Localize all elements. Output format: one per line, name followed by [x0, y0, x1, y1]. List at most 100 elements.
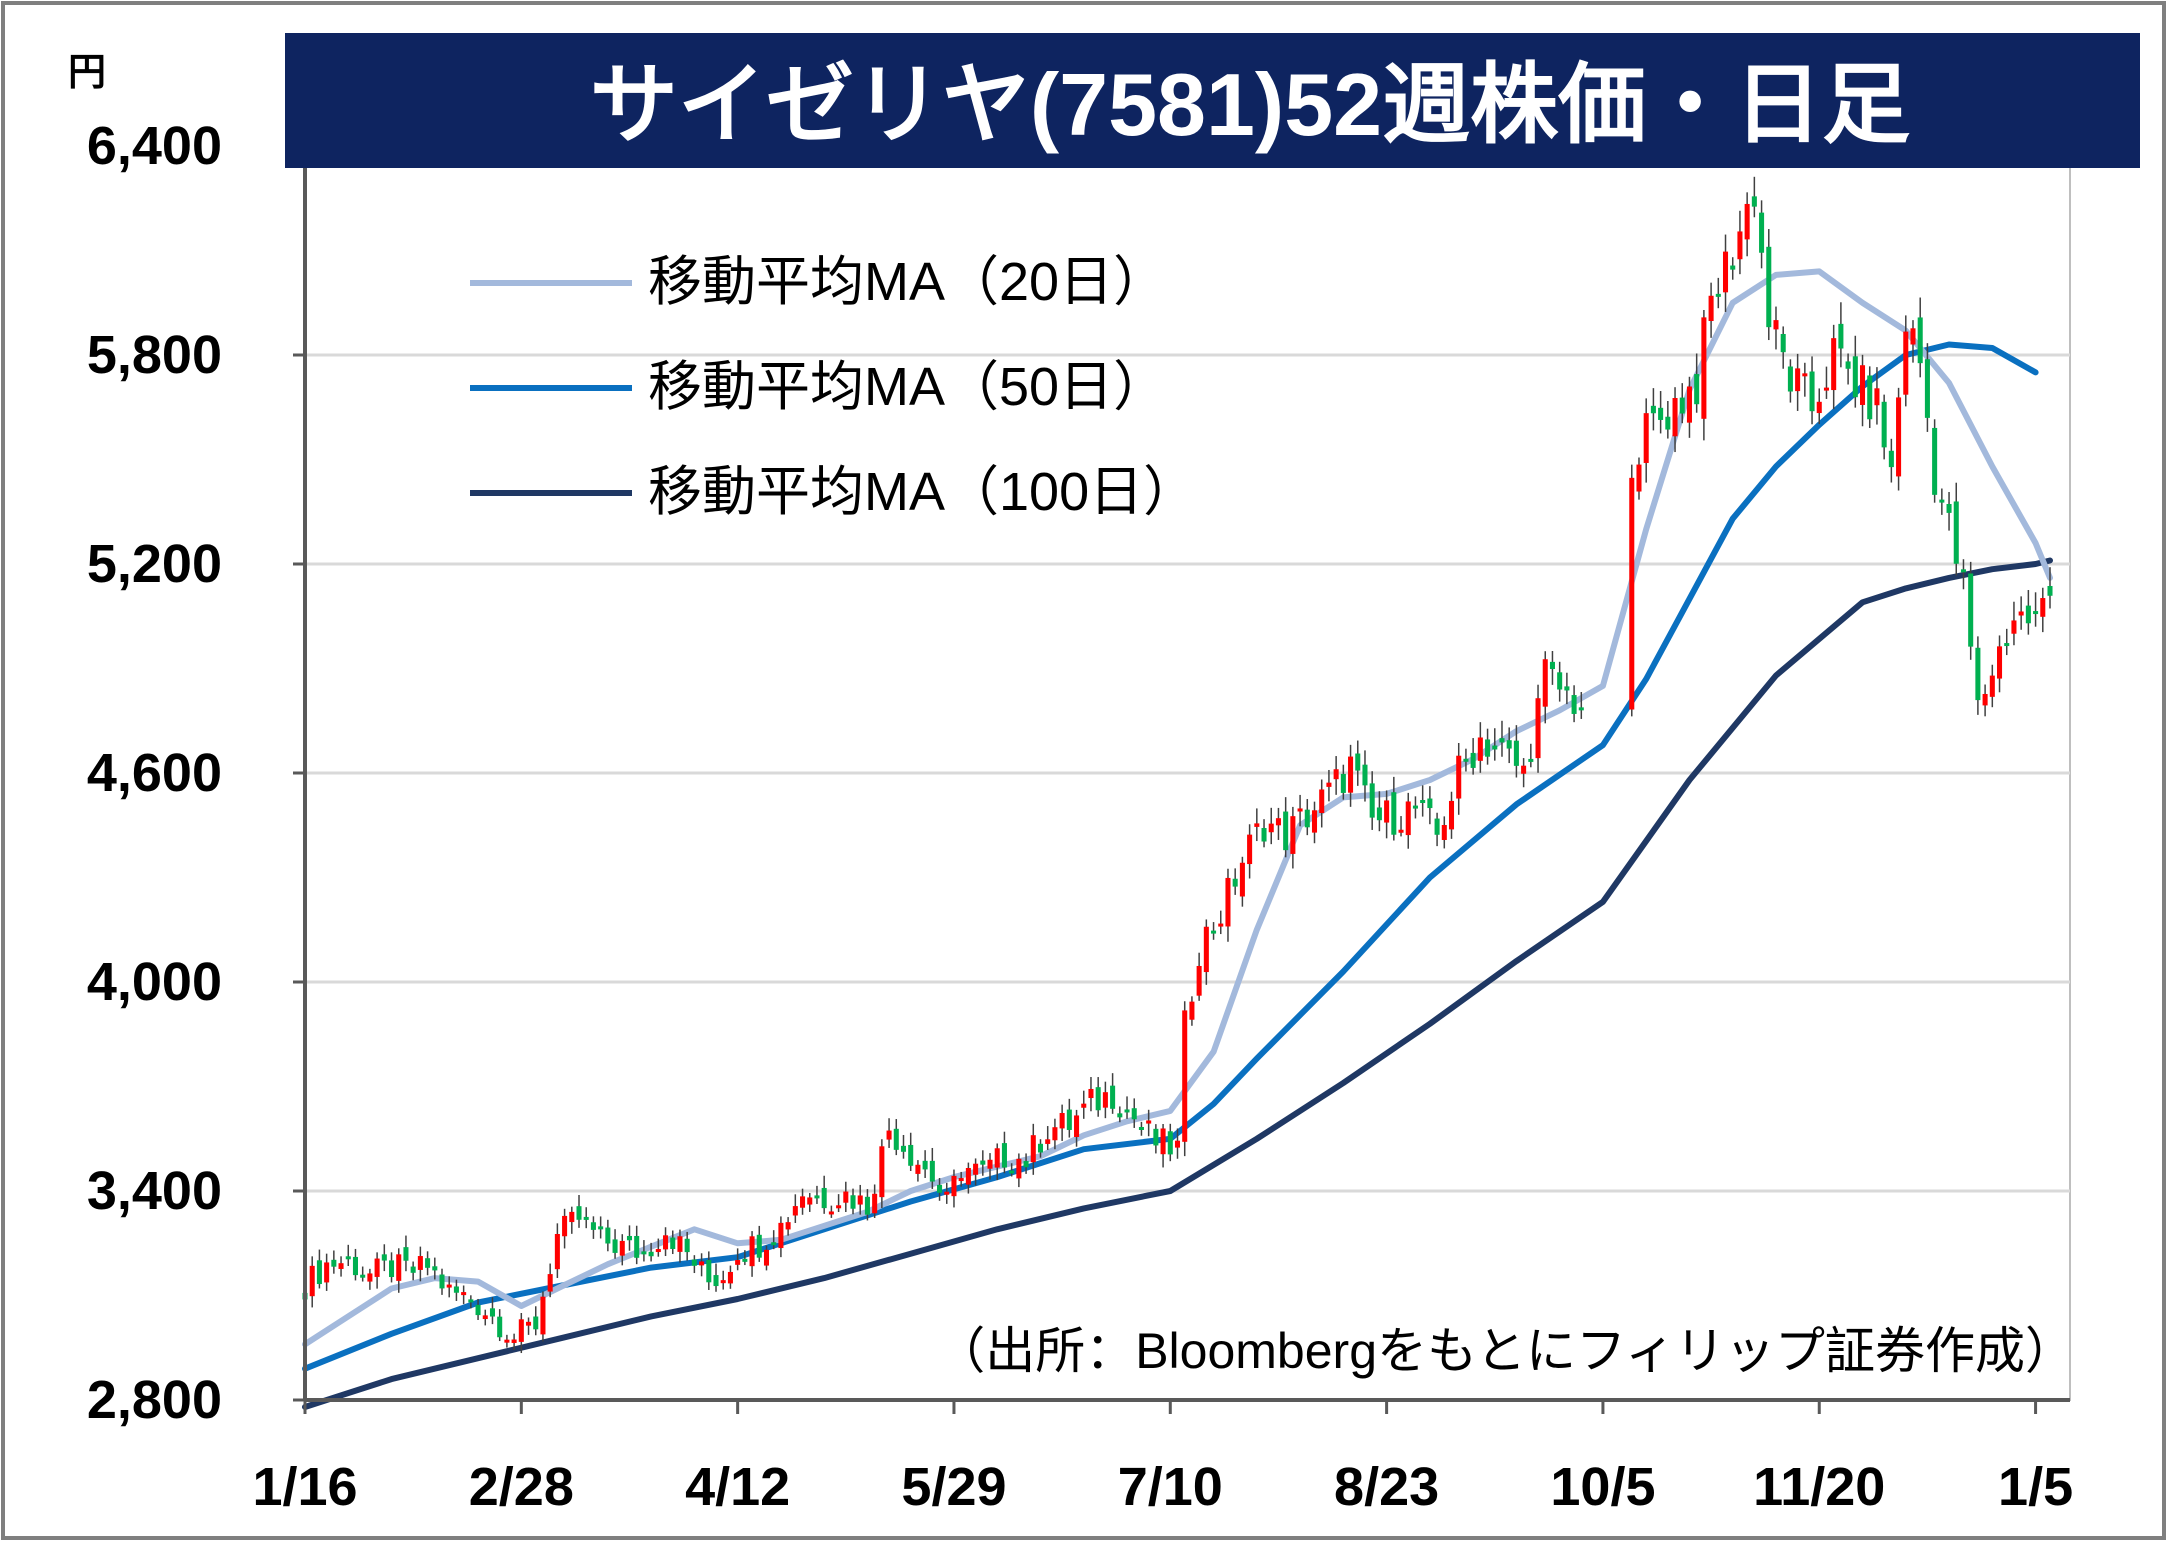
- candle-up: [1290, 816, 1296, 854]
- candle-down: [316, 1260, 322, 1285]
- candle-down: [489, 1308, 496, 1317]
- candle-up: [1542, 659, 1548, 707]
- candle-up: [1052, 1127, 1058, 1141]
- candle-down: [360, 1274, 366, 1278]
- candle-down: [1932, 427, 1938, 495]
- candle-down: [864, 1196, 870, 1215]
- candle-down: [1549, 661, 1555, 670]
- candle-down: [626, 1235, 633, 1241]
- candle-up: [763, 1249, 770, 1266]
- candle-up: [807, 1197, 813, 1205]
- candle-down: [612, 1239, 618, 1253]
- candle-down: [352, 1256, 358, 1276]
- y-tick-label: 2,800: [87, 1370, 222, 1430]
- candle-down: [1759, 212, 1765, 253]
- candle-up: [1218, 923, 1224, 927]
- candle-up: [1802, 373, 1808, 377]
- x-tick-label: 11/20: [1753, 1457, 1885, 1517]
- ma20-line: [302, 268, 2053, 1348]
- candle-down: [345, 1256, 351, 1260]
- candle-down: [1852, 356, 1858, 398]
- candle-down: [576, 1206, 582, 1220]
- x-axis-ticks: 1/16 2/28 4/12 5/29 7/10 8/23 10/5 11/20 1/5: [252, 1400, 2073, 1517]
- candle-up: [1239, 862, 1245, 897]
- candle-up: [886, 1130, 892, 1140]
- candle-up: [1059, 1113, 1065, 1129]
- candle-up: [1398, 829, 1404, 833]
- candle-down: [1809, 371, 1815, 412]
- candle-down: [1975, 647, 1981, 701]
- candle-up: [1333, 769, 1339, 780]
- candle-up: [836, 1205, 842, 1209]
- candle-up: [1405, 801, 1411, 836]
- candle-down: [1066, 1109, 1072, 1130]
- candle-down: [1888, 450, 1894, 468]
- candle-up: [417, 1256, 423, 1270]
- title-banner: [285, 33, 2140, 168]
- candle-down: [1391, 792, 1397, 835]
- candle-down: [453, 1286, 459, 1293]
- candle-up: [857, 1195, 863, 1205]
- candle-down: [1528, 758, 1534, 762]
- candlesticks: [302, 176, 2053, 1354]
- candle-down: [1131, 1108, 1137, 1120]
- candle-up: [951, 1175, 957, 1197]
- candle-up: [1441, 825, 1447, 840]
- candle-down: [771, 1242, 777, 1246]
- candle-down: [1124, 1109, 1130, 1113]
- candle-up: [2018, 611, 2024, 616]
- y-tick-label: 4,600: [87, 743, 222, 803]
- candle-up: [994, 1148, 1000, 1168]
- candle-up: [1773, 320, 1779, 330]
- candle-down: [1492, 745, 1498, 750]
- candle-down: [1924, 359, 1930, 418]
- candle-up: [1744, 203, 1750, 240]
- legend-label-ma100: 移動平均MA（100日）: [648, 462, 1197, 522]
- candle-down: [742, 1258, 748, 1262]
- candle-down: [1946, 504, 1952, 513]
- candle-down: [533, 1316, 539, 1330]
- candle-up: [1348, 756, 1354, 793]
- candle-down: [937, 1184, 943, 1193]
- candle-down: [389, 1260, 395, 1278]
- candle-down: [1694, 374, 1700, 405]
- candle-up: [735, 1260, 741, 1265]
- candle-down: [1960, 569, 1966, 573]
- candle-up: [879, 1146, 885, 1198]
- candle-down: [1715, 293, 1721, 297]
- candle-down: [670, 1237, 676, 1249]
- candle-up: [1045, 1139, 1051, 1144]
- candle-up: [1268, 823, 1274, 833]
- candle-down: [706, 1260, 712, 1283]
- candle-down: [2033, 611, 2039, 615]
- legend-label-ma20: 移動平均MA（20日）: [648, 252, 1167, 312]
- candle-down: [1009, 1170, 1015, 1174]
- candle-down: [1506, 740, 1512, 749]
- y-tick-label: 4,000: [87, 952, 222, 1012]
- candle-down: [1117, 1113, 1123, 1118]
- x-tick-label: 1/5: [1998, 1457, 2073, 1517]
- candle-down: [1845, 361, 1851, 369]
- candle-down: [1095, 1087, 1101, 1111]
- candle-up: [324, 1262, 330, 1283]
- candle-down: [1917, 317, 1923, 364]
- candle-down: [1968, 573, 1974, 647]
- candle-up: [569, 1211, 575, 1223]
- candle-down: [439, 1274, 445, 1289]
- candle-down: [1939, 499, 1945, 503]
- candle-down: [1780, 333, 1786, 353]
- candle-down: [381, 1254, 387, 1261]
- candle-up: [1254, 823, 1260, 827]
- candle-up: [1701, 317, 1707, 419]
- candle-down: [1110, 1085, 1116, 1109]
- candle-down: [1037, 1143, 1044, 1153]
- x-tick-label: 7/10: [1118, 1457, 1223, 1517]
- x-tick-label: 5/29: [901, 1457, 1006, 1517]
- candle-up: [915, 1164, 921, 1174]
- candle-down: [691, 1259, 697, 1266]
- candle-up: [778, 1222, 784, 1249]
- y-tick-label: 5,800: [87, 325, 222, 385]
- candle-up: [944, 1191, 950, 1195]
